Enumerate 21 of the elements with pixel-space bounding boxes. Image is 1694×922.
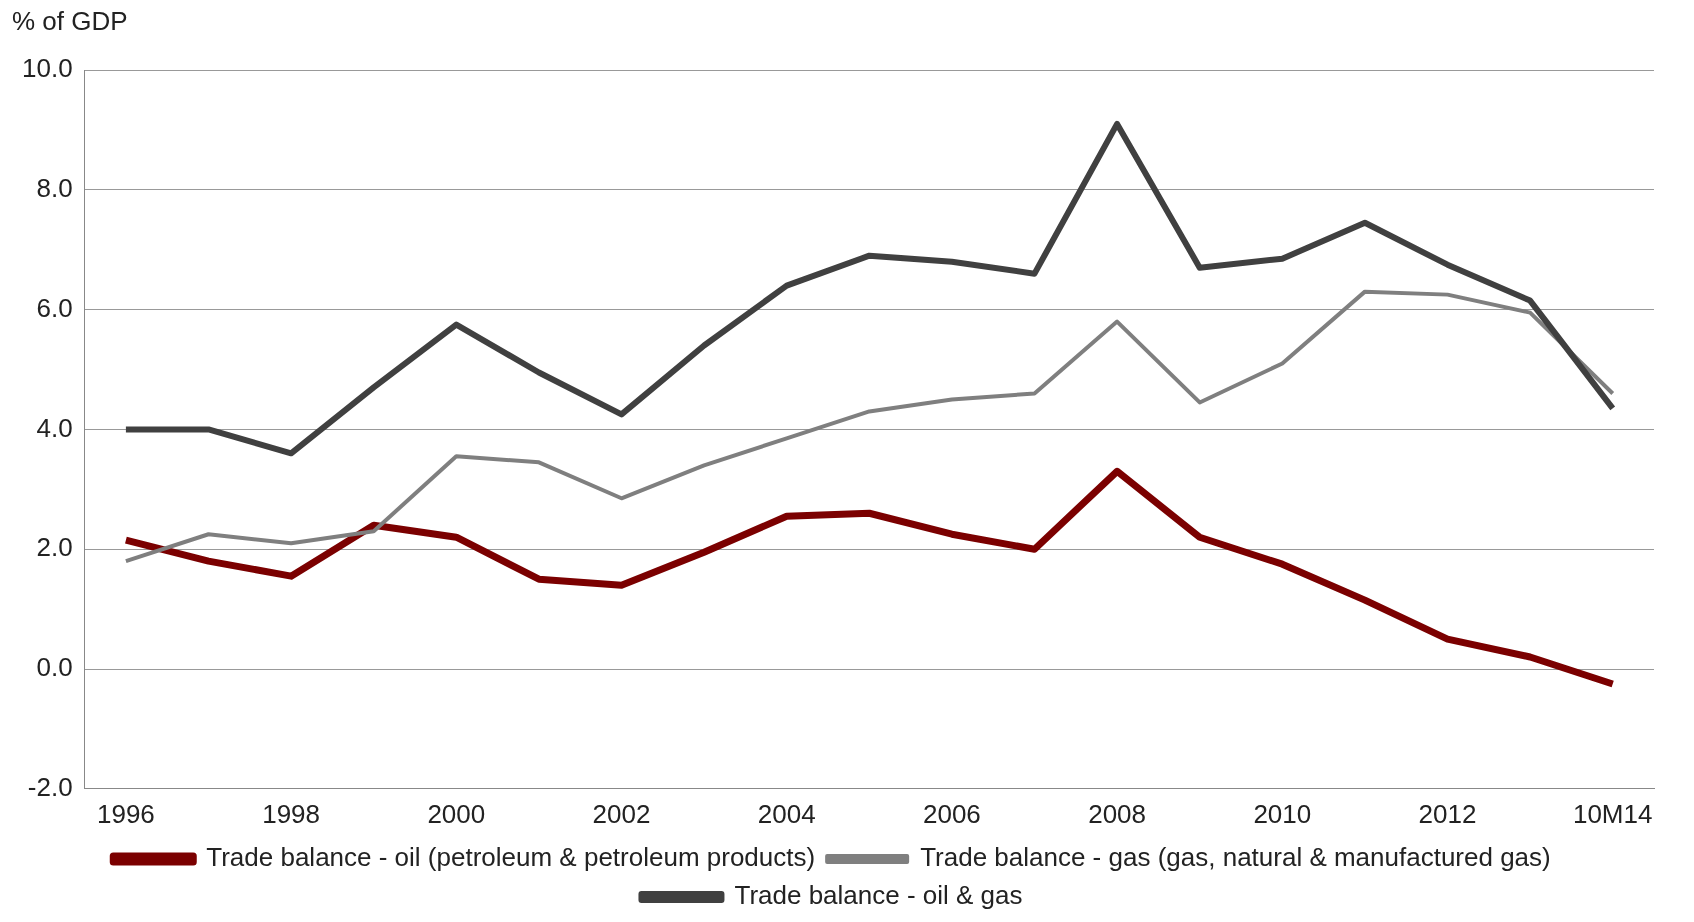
x-tick-label: 2008: [1088, 798, 1147, 829]
y-tick-label: 4.0: [36, 412, 73, 443]
y-axis-title: % of GDP: [12, 6, 128, 37]
y-tick-label: 2.0: [36, 532, 73, 563]
legend-label: Trade balance - oil & gas: [734, 880, 1023, 911]
y-tick-label: 6.0: [36, 292, 73, 323]
x-tick-label: 2006: [922, 798, 981, 829]
x-tick-label: 10M14: [1572, 798, 1653, 829]
y-tick-label: 0.0: [36, 652, 73, 683]
y-tick-label: 8.0: [36, 172, 73, 203]
legend-label: Trade balance - gas (gas, natural & manufactured gas): [920, 842, 1551, 873]
x-tick-label: 1998: [262, 798, 321, 829]
x-tick-label: 2004: [757, 798, 816, 829]
y-tick-label: 10.0: [21, 53, 73, 84]
x-tick-label: 1996: [96, 798, 155, 829]
x-tick-label: 2000: [427, 798, 486, 829]
legend-label: Trade balance - oil (petroleum & petroleum products): [206, 842, 816, 873]
y-tick-label: -2.0: [27, 771, 73, 802]
x-tick-label: 2012: [1418, 798, 1477, 829]
x-tick-label: 2010: [1253, 798, 1312, 829]
x-tick-label: 2002: [592, 798, 651, 829]
